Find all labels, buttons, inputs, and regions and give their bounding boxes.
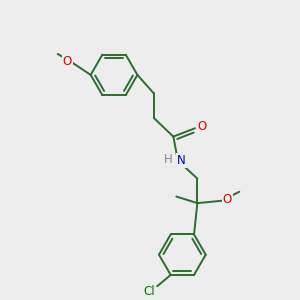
Text: O: O: [63, 55, 72, 68]
Text: O: O: [197, 120, 206, 133]
Text: N: N: [177, 154, 186, 167]
Text: Cl: Cl: [143, 285, 154, 298]
Text: H: H: [164, 153, 173, 166]
Text: O: O: [223, 193, 232, 206]
